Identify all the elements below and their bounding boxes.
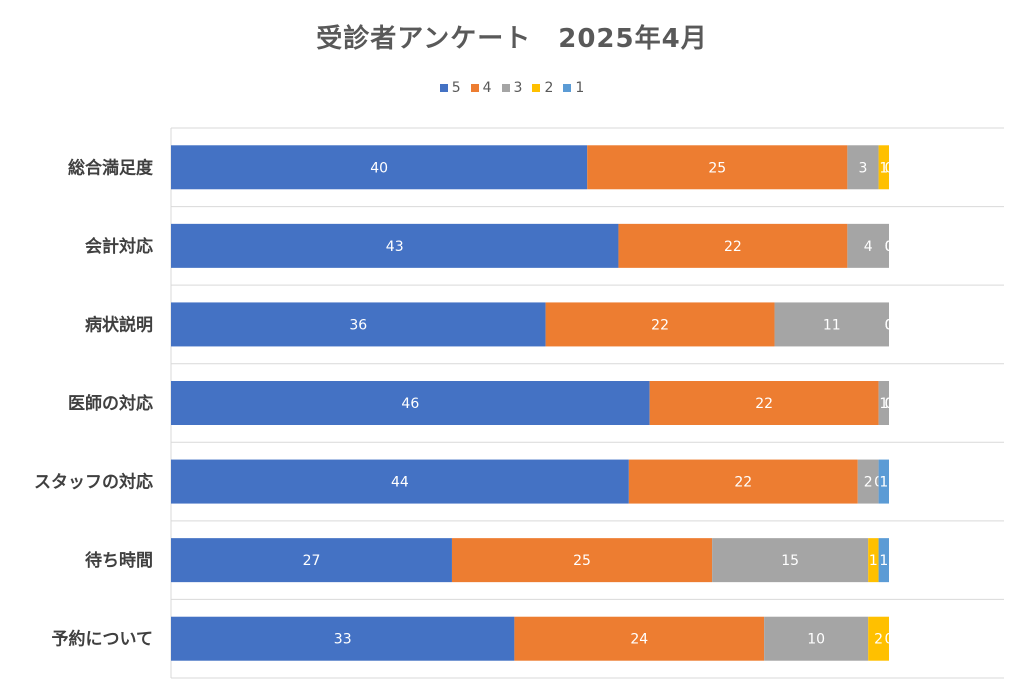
bar-segment	[171, 459, 629, 504]
bar-segment	[545, 302, 775, 347]
data-label: 33	[334, 632, 352, 648]
bar-segment	[628, 459, 858, 504]
data-label: 44	[391, 475, 409, 491]
data-label: 0	[885, 160, 894, 176]
data-label: 0	[885, 239, 894, 255]
category-label: 予約について	[52, 629, 154, 650]
legend-label: 4	[482, 80, 492, 96]
chart-title: 受診者アンケート 2025年4月	[316, 24, 708, 54]
category-label: スタッフの対応	[34, 472, 153, 493]
bar-segment	[878, 381, 889, 425]
data-label: 10	[807, 632, 825, 648]
data-label: 1	[879, 475, 888, 491]
legend-item: 5	[439, 80, 461, 96]
data-label: 36	[349, 317, 367, 333]
category-label: 病状説明	[85, 314, 153, 335]
bar-segment	[514, 616, 765, 661]
data-label: 2	[864, 475, 873, 491]
data-label: 0	[885, 317, 894, 333]
legend-swatch	[470, 84, 479, 92]
data-label: 0	[885, 317, 894, 333]
bar-segment	[618, 223, 848, 268]
bar-segment	[171, 145, 588, 190]
category-label: 医師の対応	[68, 393, 153, 414]
data-label: 11	[823, 317, 841, 333]
bar-segment	[857, 459, 879, 504]
bar-segment	[712, 538, 869, 583]
data-label: 1	[879, 553, 888, 569]
data-label: 0	[885, 632, 894, 648]
bar-segment	[764, 616, 869, 661]
legend: 5 4 3 2 1	[0, 80, 1024, 96]
data-label: 3	[859, 160, 868, 176]
bar-segment	[878, 538, 889, 583]
data-label: 0	[885, 396, 894, 412]
data-label: 15	[781, 553, 799, 569]
data-label: 0	[885, 239, 894, 255]
legend-item: 1	[563, 80, 584, 96]
bar-segment	[171, 302, 546, 347]
category-label: 会計対応	[85, 236, 153, 257]
data-label: 1	[869, 553, 878, 569]
category-label: 総合満足度	[68, 157, 154, 178]
category-label: 待ち時間	[85, 550, 153, 571]
data-label: 22	[651, 317, 669, 333]
data-label: 27	[303, 553, 321, 569]
bar-segment	[649, 381, 879, 425]
legend-swatch	[439, 84, 448, 92]
data-label: 46	[401, 396, 419, 412]
bar-segment	[587, 145, 848, 190]
data-label: 2	[874, 632, 883, 648]
data-label: 22	[724, 239, 742, 255]
legend-label: 1	[575, 80, 585, 96]
data-label: 25	[708, 160, 726, 176]
data-label: 40	[370, 160, 388, 176]
bar-segment	[878, 145, 889, 190]
data-label: 1	[879, 396, 888, 412]
bar-segment	[171, 538, 452, 583]
bar-segment	[171, 223, 619, 268]
legend-swatch	[532, 84, 541, 92]
bar-segment	[774, 302, 889, 347]
data-label: 43	[386, 239, 404, 255]
bar-segment	[171, 381, 650, 425]
data-label: 22	[755, 396, 773, 412]
legend-item: 2	[532, 80, 553, 96]
legend-label: 5	[451, 80, 461, 96]
legend-item: 4	[470, 80, 492, 96]
data-label: 25	[573, 553, 591, 569]
data-label: 0	[885, 396, 894, 412]
bar-segment	[451, 538, 713, 583]
data-label: 22	[734, 475, 752, 491]
bar-segment	[847, 145, 879, 190]
legend-swatch	[501, 84, 510, 92]
legend-item: 3	[501, 80, 523, 96]
bar-segment	[171, 616, 515, 661]
data-label: 24	[630, 632, 648, 648]
bar-segment	[868, 538, 879, 583]
bar-segment	[868, 616, 889, 661]
bar-segment	[878, 459, 889, 504]
data-label: 4	[864, 239, 873, 255]
legend-label: 3	[513, 80, 523, 96]
bar-segment	[847, 223, 889, 268]
legend-swatch	[563, 84, 572, 92]
legend-label: 2	[544, 80, 554, 96]
data-label: 1	[879, 160, 888, 176]
